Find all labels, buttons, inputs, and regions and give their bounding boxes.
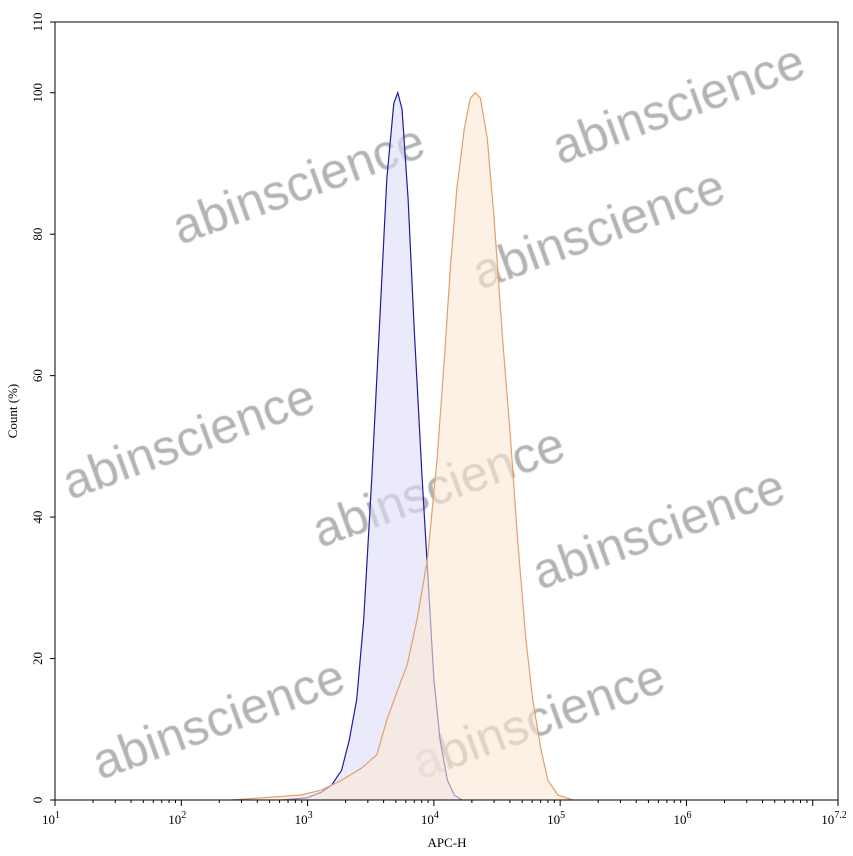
- plot-frame: [54, 21, 839, 801]
- x-tick-label: 103: [295, 810, 313, 827]
- x-tick-label: 101: [42, 810, 60, 827]
- y-tick-label: 40: [30, 511, 45, 524]
- y-axis: 0 20 40 60 80 100 110: [30, 12, 55, 803]
- x-axis-label: APC-H: [427, 835, 466, 850]
- x-tick-label: 104: [421, 810, 439, 827]
- x-tick-label: 106: [673, 810, 691, 827]
- y-tick-label: 100: [30, 83, 45, 103]
- y-tick-label: 60: [30, 369, 45, 382]
- y-axis-label: Count (%): [5, 384, 20, 439]
- series-2-line: [230, 91, 573, 801]
- y-tick-label: 0: [30, 797, 45, 804]
- x-axis: 101 102 103 104 105 106 107.2: [42, 800, 847, 827]
- series-layer: [230, 90, 573, 801]
- x-tick-label: 102: [168, 810, 186, 827]
- x-tick-label: 105: [547, 810, 565, 827]
- y-tick-label: 110: [30, 12, 45, 31]
- x-tick-label: 107.2: [821, 810, 847, 827]
- y-tick-label: 80: [30, 228, 45, 241]
- series-2-fill: [230, 92, 573, 800]
- y-tick-label: 20: [30, 652, 45, 665]
